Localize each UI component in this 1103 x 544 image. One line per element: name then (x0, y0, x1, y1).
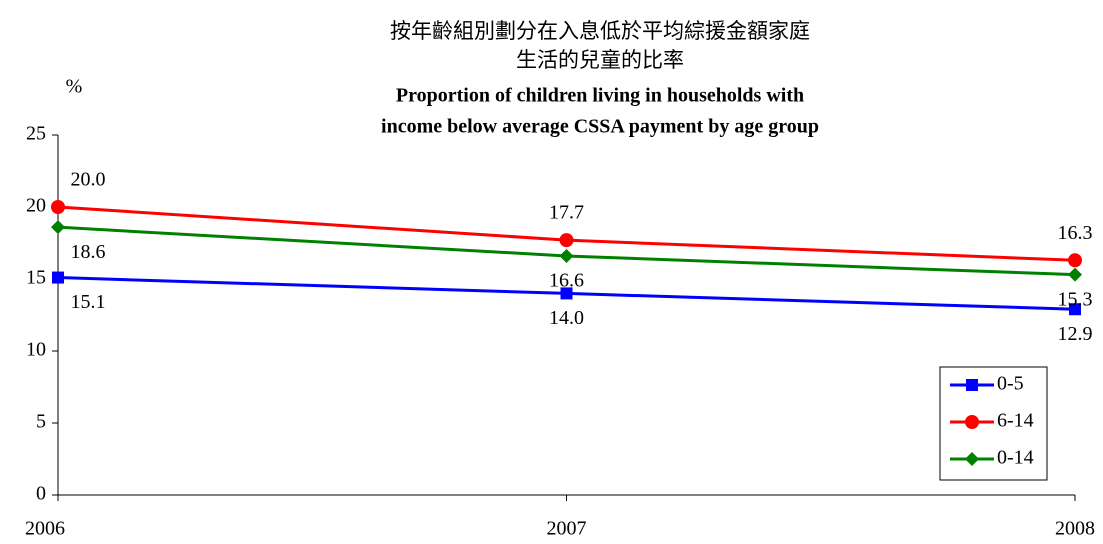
y-axis-label: % (66, 76, 83, 98)
legend-label: 6-14 (997, 410, 1034, 432)
data-label: 17.7 (549, 202, 584, 224)
y-tick-label: 5 (36, 411, 46, 433)
marker (1069, 303, 1081, 316)
y-tick-label: 10 (26, 339, 46, 361)
chart-subtitle: income below average CSSA payment by age… (381, 116, 819, 138)
data-label: 16.3 (1058, 222, 1093, 244)
y-tick-label: 15 (26, 267, 46, 289)
marker (1068, 267, 1082, 282)
chart-title: 按年齡組別劃分在入息低於平均綜援金額家庭 (390, 19, 810, 43)
data-label: 15.3 (1058, 288, 1093, 310)
chart-title: 生活的兒童的比率 (516, 48, 684, 72)
data-label: 18.6 (71, 241, 106, 263)
marker (52, 271, 64, 284)
x-tick-label: 2007 (547, 518, 587, 540)
marker (51, 220, 65, 235)
legend-label: 0-5 (997, 373, 1024, 395)
marker (559, 233, 574, 248)
y-tick-label: 20 (26, 195, 46, 217)
marker (560, 287, 573, 300)
x-tick-label: 2008 (1055, 518, 1095, 540)
marker (965, 415, 979, 429)
chart-subtitle: Proportion of children living in househo… (396, 85, 804, 107)
data-label: 14.0 (549, 307, 584, 329)
marker (1068, 253, 1082, 268)
marker (559, 248, 574, 263)
marker (966, 379, 978, 391)
y-tick-label: 25 (26, 123, 46, 145)
data-label: 16.6 (549, 270, 584, 292)
marker (51, 200, 65, 214)
marker (965, 452, 979, 466)
legend-label: 0-14 (997, 447, 1034, 469)
y-tick-label: 0 (36, 483, 46, 505)
data-label: 20.0 (71, 169, 106, 191)
data-label: 15.1 (71, 291, 106, 313)
data-label: 12.9 (1058, 323, 1093, 345)
x-tick-label: 2006 (25, 518, 65, 540)
legend: 0-5 6-14 0-14 (939, 366, 1048, 481)
